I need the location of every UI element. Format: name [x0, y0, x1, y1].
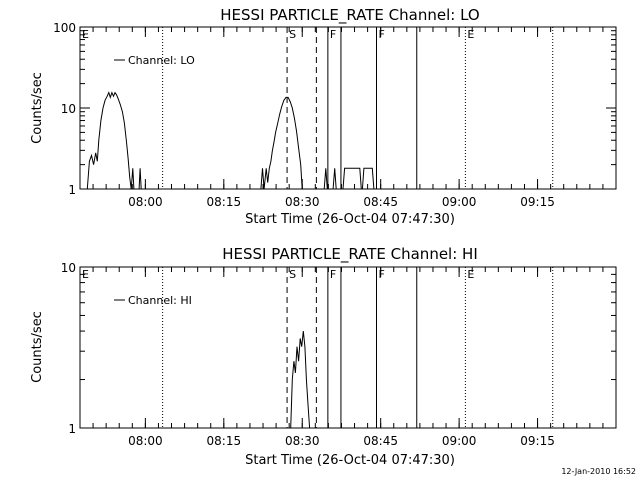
lo-y-axis-label: Counts/sec — [30, 72, 45, 144]
lo-y-tick-label: 10 — [61, 102, 76, 116]
hi-x-tick-label: 08:00 — [128, 434, 163, 448]
panel-lo: HESSI PARTICLE_RATE Channel: LO Start Ti… — [30, 6, 617, 227]
lo-series-line — [86, 91, 375, 189]
lo-legend-label: Channel: LO — [128, 54, 195, 67]
lo-event-marker-label: F — [330, 28, 336, 41]
hi-y-axis-label: Counts/sec — [30, 311, 45, 383]
hi-event-marker-label: E — [467, 268, 474, 281]
lo-x-tick-label: 09:15 — [520, 195, 555, 209]
lo-x-tick-label: 08:15 — [207, 195, 242, 209]
hi-x-axis-label: Start Time (26-Oct-04 07:47:30) — [245, 453, 455, 468]
hi-x-tick-label: 09:00 — [442, 434, 477, 448]
lo-y-tick-label: 100 — [53, 21, 76, 35]
hi-event-marker-label: E — [82, 268, 89, 281]
lo-x-tick-label: 08:45 — [363, 195, 398, 209]
hi-x-tick-label: 08:15 — [207, 434, 242, 448]
hi-plot-frame — [79, 266, 617, 429]
lo-event-marker-label: F — [378, 28, 384, 41]
hi-y-tick-label: 1 — [68, 422, 76, 436]
hi-legend-label: Channel: HI — [128, 294, 192, 307]
lo-x-axis-label: Start Time (26-Oct-04 07:47:30) — [245, 212, 455, 227]
hi-event-marker-label: F — [330, 268, 336, 281]
lo-x-tick-label: 08:30 — [285, 195, 320, 209]
hi-event-marker-label: S — [289, 268, 296, 281]
hi-x-tick-label: 08:45 — [363, 434, 398, 448]
lo-event-marker-label: E — [82, 28, 89, 41]
hi-series-line — [290, 331, 311, 428]
lo-x-tick-label: 09:00 — [442, 195, 477, 209]
lo-plot-area: 1 10 100 08:00 08:15 08:30 08:45 09:00 09:15 E S F F… — [53, 21, 617, 209]
lo-x-tick-label: 08:00 — [128, 195, 163, 209]
hi-x-tick-label: 09:15 — [520, 434, 555, 448]
panel-hi: HESSI PARTICLE_RATE Channel: HI Start Ti… — [30, 245, 617, 468]
lo-chart-title: HESSI PARTICLE_RATE Channel: LO — [220, 6, 479, 25]
hi-chart-title: HESSI PARTICLE_RATE Channel: HI — [222, 245, 478, 264]
hi-y-tick-label: 10 — [61, 261, 76, 275]
hi-x-tick-label: 08:30 — [285, 434, 320, 448]
lo-event-marker-label: E — [467, 28, 474, 41]
hi-event-marker-label: F — [378, 268, 384, 281]
timestamp-label: 12-Jan-2010 16:52 — [561, 467, 636, 476]
lo-plot-frame — [79, 26, 617, 190]
lo-y-tick-label: 1 — [68, 183, 76, 197]
hi-plot-area: 1 10 08:00 08:15 08:30 08:45 09:00 09:15 E S F F E Ch… — [61, 261, 617, 448]
lo-event-marker-label: S — [289, 28, 296, 41]
